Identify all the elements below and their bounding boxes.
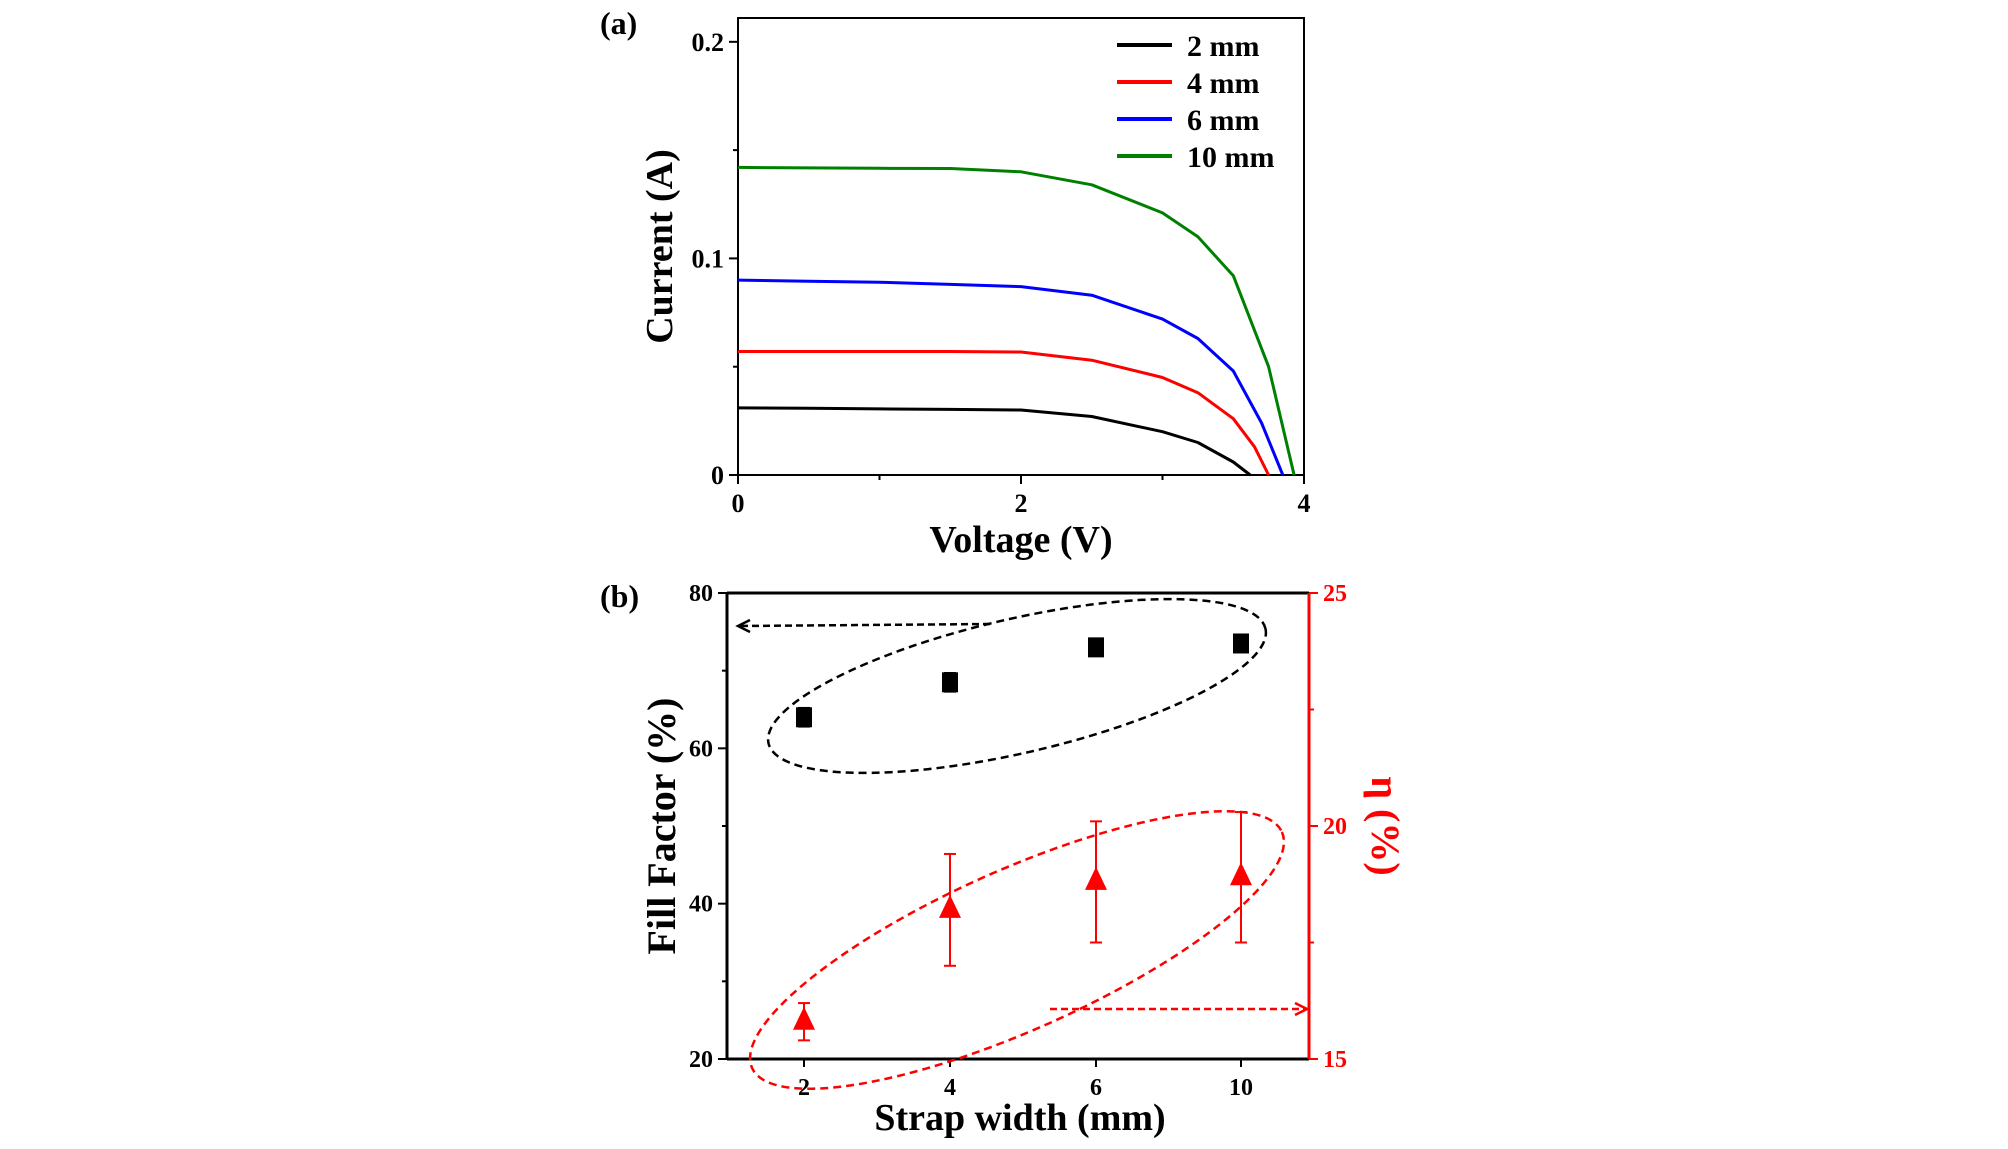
fill-factor-point bbox=[1233, 633, 1249, 654]
fill-factor-point bbox=[1088, 637, 1104, 658]
panel-label: (b) bbox=[600, 578, 639, 614]
x-tick-label: 0 bbox=[732, 489, 745, 518]
efficiency-point bbox=[939, 894, 961, 918]
y-tick-label: 40 bbox=[689, 892, 713, 918]
x-tick-label: 4 bbox=[944, 1075, 956, 1101]
series-line-2-mm bbox=[737, 406, 1252, 477]
x-tick-label: 2 bbox=[798, 1075, 810, 1101]
fill-factor-point bbox=[796, 707, 812, 728]
legend-label: 2 mm bbox=[1187, 30, 1259, 63]
x-tick-label: 10 bbox=[1229, 1075, 1253, 1101]
x-tick-label: 6 bbox=[1090, 1075, 1102, 1101]
efficiency-group-ellipse bbox=[748, 809, 1286, 1091]
legend-label: 10 mm bbox=[1187, 141, 1274, 174]
y-axis-label: Fill Factor (%) bbox=[639, 698, 684, 955]
y-tick-label: 60 bbox=[689, 736, 713, 762]
series-line-4-mm bbox=[738, 350, 1270, 476]
x-axis-label: Voltage (V) bbox=[929, 519, 1112, 561]
fill-factor-point bbox=[942, 672, 958, 693]
efficiency-point bbox=[793, 1006, 815, 1030]
legend-label: 6 mm bbox=[1187, 104, 1259, 137]
y-tick-label: 0.2 bbox=[692, 28, 725, 57]
panel-b: (b) 2 4 6 10 20 40 60 80 15 20 25 Strap width (mm) Fi… bbox=[600, 578, 1408, 1139]
x-axis-label: Strap width (mm) bbox=[874, 1097, 1165, 1139]
x-tick-label: 4 bbox=[1298, 489, 1311, 518]
left-axis-arrow bbox=[739, 622, 991, 628]
right-arrowhead-icon bbox=[1294, 1001, 1310, 1017]
y-right-tick-label: 15 bbox=[1323, 1047, 1347, 1073]
efficiency-point bbox=[1085, 866, 1107, 890]
series-line-10-mm bbox=[737, 165, 1296, 476]
left-arrowhead-icon bbox=[735, 618, 751, 634]
panel-a: (a) 0 2 4 0 0.1 0.2 Voltage (V) Current (A) 2 mm 4… bbox=[600, 5, 1311, 561]
legend-label: 4 mm bbox=[1187, 67, 1259, 100]
series-line-6-mm bbox=[737, 278, 1285, 476]
fill-factor-group-ellipse bbox=[766, 597, 1268, 775]
y-tick-label: 20 bbox=[689, 1047, 713, 1073]
x-tick-label: 2 bbox=[1015, 489, 1028, 518]
y-right-tick-label: 25 bbox=[1323, 581, 1347, 607]
efficiency-point bbox=[1230, 862, 1252, 886]
y-tick-label: 0.1 bbox=[692, 244, 725, 273]
y-right-tick-label: 20 bbox=[1323, 814, 1347, 840]
y-axis-label: Current (A) bbox=[639, 149, 681, 344]
y-tick-label: 80 bbox=[689, 581, 713, 607]
panel-label: (a) bbox=[600, 5, 637, 41]
y-right-axis-label: η (%) bbox=[1363, 776, 1408, 875]
y-tick-label: 0 bbox=[711, 461, 724, 490]
